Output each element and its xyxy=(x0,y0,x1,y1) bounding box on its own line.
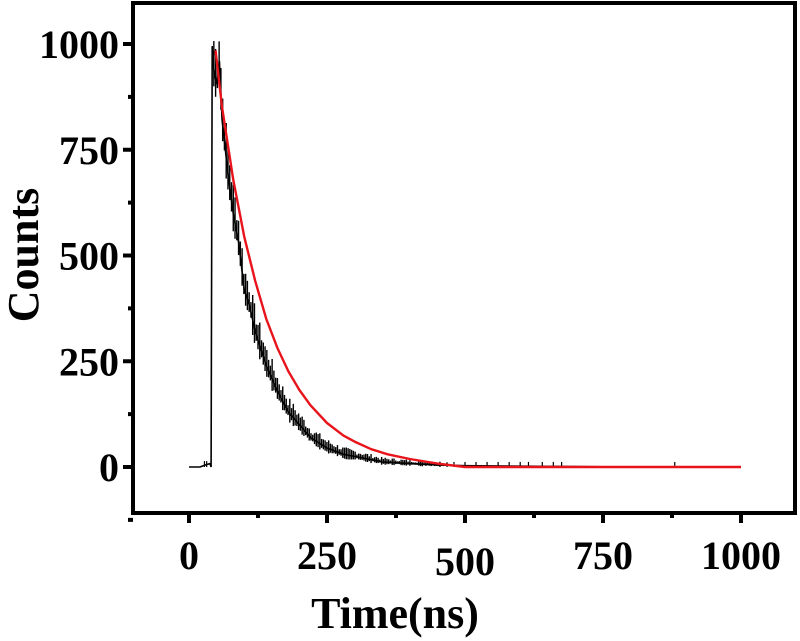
plot-area xyxy=(189,41,741,469)
y-tick-label: 0 xyxy=(99,445,119,490)
y-tick-label: 500 xyxy=(59,234,119,279)
x-axis: 0 250 500 750 1000 xyxy=(179,513,781,584)
y-axis: 0 250 500 750 1000 xyxy=(39,22,133,522)
x-tick-label: 500 xyxy=(435,539,495,584)
y-tick-label: 750 xyxy=(59,128,119,173)
fit-curve xyxy=(214,50,741,469)
y-tick-label: 1000 xyxy=(39,22,119,67)
x-tick-label: 1000 xyxy=(701,533,781,578)
x-tick-label: 250 xyxy=(297,533,357,578)
plot-frame xyxy=(131,1,797,515)
plot-border xyxy=(131,1,797,515)
x-tick-label: 0 xyxy=(179,533,199,578)
x-axis-title: Time(ns) xyxy=(311,589,479,638)
y-tick-label: 250 xyxy=(59,339,119,384)
y-axis-title: Counts xyxy=(0,188,48,323)
x-tick-label: 750 xyxy=(573,533,633,578)
data-trace xyxy=(189,46,741,468)
